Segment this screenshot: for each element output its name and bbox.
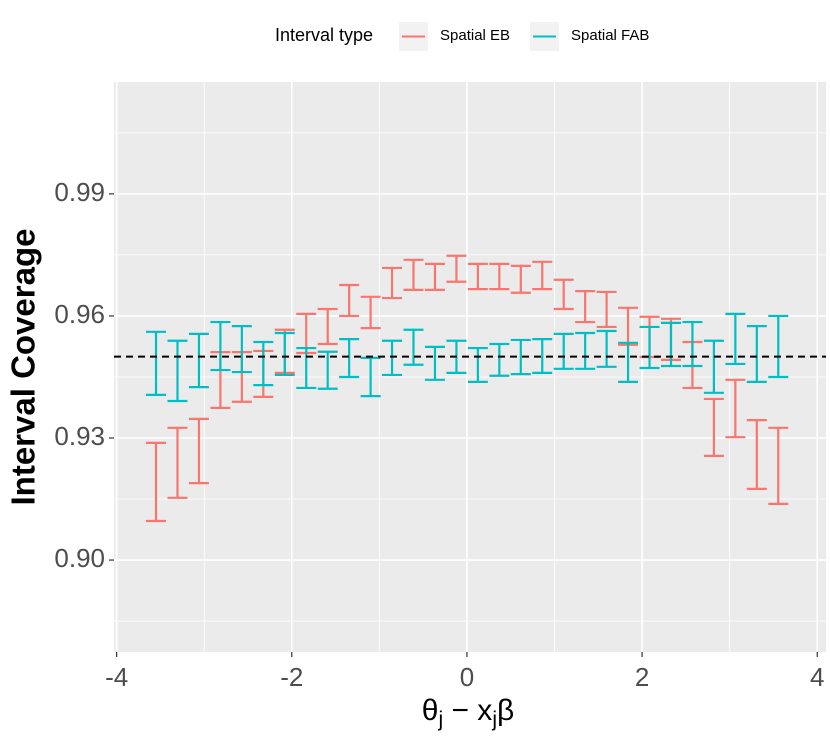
error-bar xyxy=(188,417,209,485)
x-title-sub: j xyxy=(491,708,497,731)
x-tick-label: 4 xyxy=(810,662,824,692)
legend-title: Interval type xyxy=(275,25,373,45)
error-bar xyxy=(167,339,188,403)
error-bar xyxy=(360,295,381,330)
error-bar xyxy=(210,320,231,372)
y-tick-label: 0.90 xyxy=(54,543,105,573)
error-bar xyxy=(489,342,510,377)
error-bar xyxy=(253,340,274,387)
y-axis-title: Interval Coverage xyxy=(5,229,42,506)
x-title-part: β xyxy=(497,694,514,727)
error-bar xyxy=(575,331,596,370)
error-bar xyxy=(296,346,317,390)
error-bar xyxy=(424,262,445,292)
error-bar xyxy=(618,341,639,383)
legend-label: Spatial FAB xyxy=(571,27,649,44)
x-tick-label: 0 xyxy=(460,662,474,692)
error-bar xyxy=(446,254,467,283)
error-bar xyxy=(768,314,789,379)
error-bar xyxy=(274,331,295,377)
error-bar xyxy=(317,307,338,346)
error-bar xyxy=(167,426,188,499)
error-bar xyxy=(532,260,553,291)
error-bar xyxy=(510,338,531,376)
error-bar xyxy=(553,332,574,370)
y-tick-label: 0.99 xyxy=(54,177,105,207)
error-bar xyxy=(467,262,488,291)
error-bar xyxy=(403,328,424,366)
error-bar xyxy=(553,278,574,311)
x-tick-label: -4 xyxy=(105,662,128,692)
error-bar xyxy=(424,345,445,381)
error-bar xyxy=(231,325,252,374)
error-bar xyxy=(382,339,403,377)
x-title-part: − x xyxy=(443,694,492,727)
error-bar xyxy=(596,290,617,329)
error-bar xyxy=(725,312,746,366)
error-bar xyxy=(703,339,724,394)
error-bar xyxy=(382,266,403,300)
error-bar xyxy=(489,262,510,291)
x-title-part: θ xyxy=(422,694,439,727)
error-bar xyxy=(660,321,681,368)
error-bar xyxy=(575,290,596,324)
error-bar xyxy=(188,332,209,389)
error-bar xyxy=(703,397,724,457)
error-bar xyxy=(682,320,703,368)
error-bar xyxy=(339,283,360,318)
legend-label: Spatial EB xyxy=(440,27,510,44)
error-bar xyxy=(532,338,553,374)
x-axis-title: θj − xjβ xyxy=(422,694,515,731)
y-tick-label: 0.93 xyxy=(54,421,105,451)
error-bar xyxy=(146,330,167,396)
x-title-sub: j xyxy=(437,708,443,731)
error-bar xyxy=(467,346,488,383)
error-bar xyxy=(146,441,167,523)
error-bar xyxy=(768,426,789,506)
error-bar xyxy=(510,264,531,294)
error-bar xyxy=(746,418,767,490)
error-bar xyxy=(360,356,381,398)
error-bar xyxy=(596,329,617,368)
error-bar xyxy=(339,338,360,379)
error-bar xyxy=(317,350,338,390)
error-bar xyxy=(746,325,767,383)
x-tick-label: -2 xyxy=(280,662,303,692)
y-tick-label: 0.96 xyxy=(54,299,105,329)
error-bar xyxy=(639,325,660,370)
panel xyxy=(114,82,826,652)
error-bar xyxy=(725,378,746,439)
error-bar xyxy=(403,258,424,292)
x-tick-label: 2 xyxy=(635,662,649,692)
